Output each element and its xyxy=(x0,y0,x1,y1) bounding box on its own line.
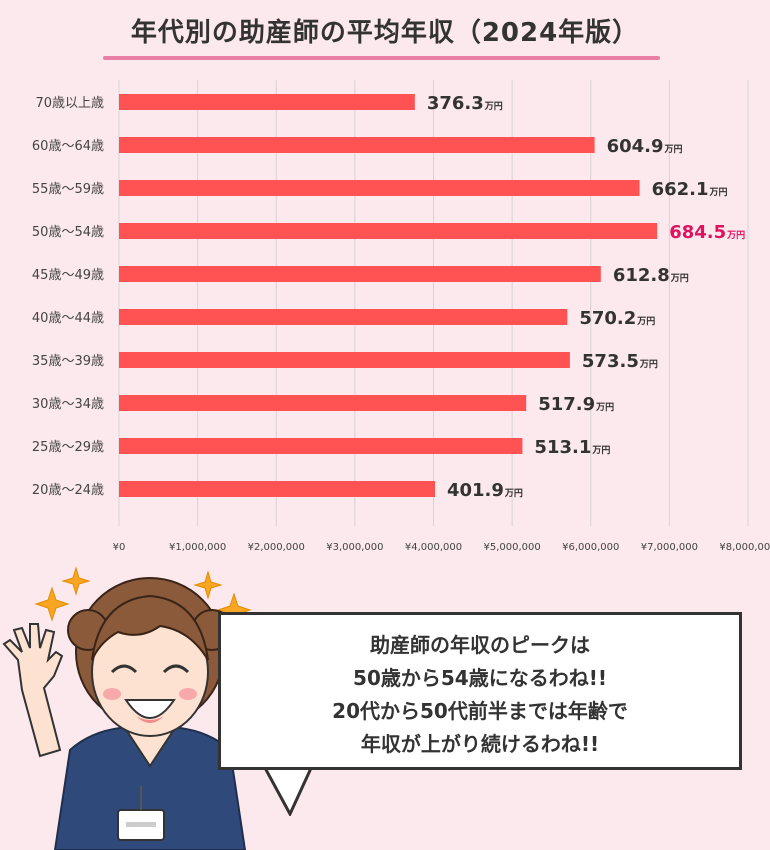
value-label: 612.8万円 xyxy=(613,265,689,286)
category-label: 45歳〜49歳 xyxy=(32,268,104,283)
value-label: 570.2万円 xyxy=(579,308,655,329)
x-tick-label: ¥3,000,000 xyxy=(326,542,383,553)
speech-text: 助産師の年収のピークは 50歳から54歳になるわね!! 20代から50代前半まで… xyxy=(221,629,739,761)
category-label: 50歳〜54歳 xyxy=(32,225,104,240)
bar xyxy=(119,266,601,282)
bar xyxy=(119,180,640,196)
value-unit: 万円 xyxy=(484,101,503,112)
x-tick-label: ¥0 xyxy=(113,542,126,553)
value-label: 684.5万円 xyxy=(669,222,745,243)
x-tick-label: ¥4,000,000 xyxy=(405,542,462,553)
speech-bubble: 助産師の年収のピークは 50歳から54歳になるわね!! 20代から50代前半まで… xyxy=(218,612,742,770)
value-label: 513.1万円 xyxy=(534,437,610,458)
category-label: 35歳〜39歳 xyxy=(32,354,104,369)
x-tick-label: ¥7,000,000 xyxy=(641,542,698,553)
value-label: 376.3万円 xyxy=(427,93,503,114)
value-unit: 万円 xyxy=(664,144,683,155)
value-unit: 万円 xyxy=(709,187,728,198)
category-label: 70歳以上歳 xyxy=(35,96,104,111)
bar-chart: ¥0 ¥1,000,000 ¥2,000,000 ¥3,000,000 ¥4,000,0… xyxy=(32,80,770,553)
grid-lines xyxy=(118,80,749,526)
speech-line-1: 助産師の年収のピークは xyxy=(370,633,590,657)
bar xyxy=(119,395,527,411)
x-tick-label: ¥6,000,000 xyxy=(562,542,619,553)
x-tick-label: ¥5,000,000 xyxy=(483,542,540,553)
value-label: 573.5万円 xyxy=(582,351,658,372)
bar xyxy=(119,309,568,325)
value-unit: 万円 xyxy=(595,402,614,413)
value-unit: 万円 xyxy=(504,488,523,499)
bar xyxy=(119,137,595,153)
value-unit: 万円 xyxy=(591,445,610,456)
speech-line-2: 50歳から54歳になるわね!! xyxy=(353,666,607,690)
category-label: 20歳〜24歳 xyxy=(32,483,104,498)
category-label: 30歳〜34歳 xyxy=(32,397,104,412)
speech-line-3: 20代から50代前半までは年齢で xyxy=(332,699,628,723)
value-unit: 万円 xyxy=(639,359,658,370)
speech-line-4: 年収が上がり続けるわね!! xyxy=(360,732,600,756)
category-label: 55歳〜59歳 xyxy=(32,182,104,197)
bar xyxy=(119,223,658,239)
bar xyxy=(119,94,415,110)
x-tick-label: ¥2,000,000 xyxy=(248,542,305,553)
value-label: 517.9万円 xyxy=(538,394,614,415)
value-label: 401.9万円 xyxy=(447,480,523,501)
value-label: 604.9万円 xyxy=(607,136,683,157)
bar xyxy=(119,352,570,368)
category-label: 60歳〜64歳 xyxy=(32,139,104,154)
bars xyxy=(119,94,658,497)
labels: ¥0 ¥1,000,000 ¥2,000,000 ¥3,000,000 ¥4,000,0… xyxy=(32,93,770,553)
category-label: 40歳〜44歳 xyxy=(32,311,104,326)
bar xyxy=(119,438,523,454)
value-label: 662.1万円 xyxy=(652,179,728,200)
category-label: 25歳〜29歳 xyxy=(32,440,104,455)
value-unit: 万円 xyxy=(670,273,689,284)
bar xyxy=(119,481,435,497)
x-tick-label: ¥1,000,000 xyxy=(169,542,226,553)
chart-title: 年代別の助産師の平均年収（2024年版） xyxy=(130,18,640,48)
title-underline xyxy=(103,56,660,60)
value-unit: 万円 xyxy=(726,230,745,241)
value-unit: 万円 xyxy=(636,316,655,327)
speech-bubble-tail xyxy=(262,766,314,816)
x-tick-label: ¥8,000,000 xyxy=(719,542,770,553)
